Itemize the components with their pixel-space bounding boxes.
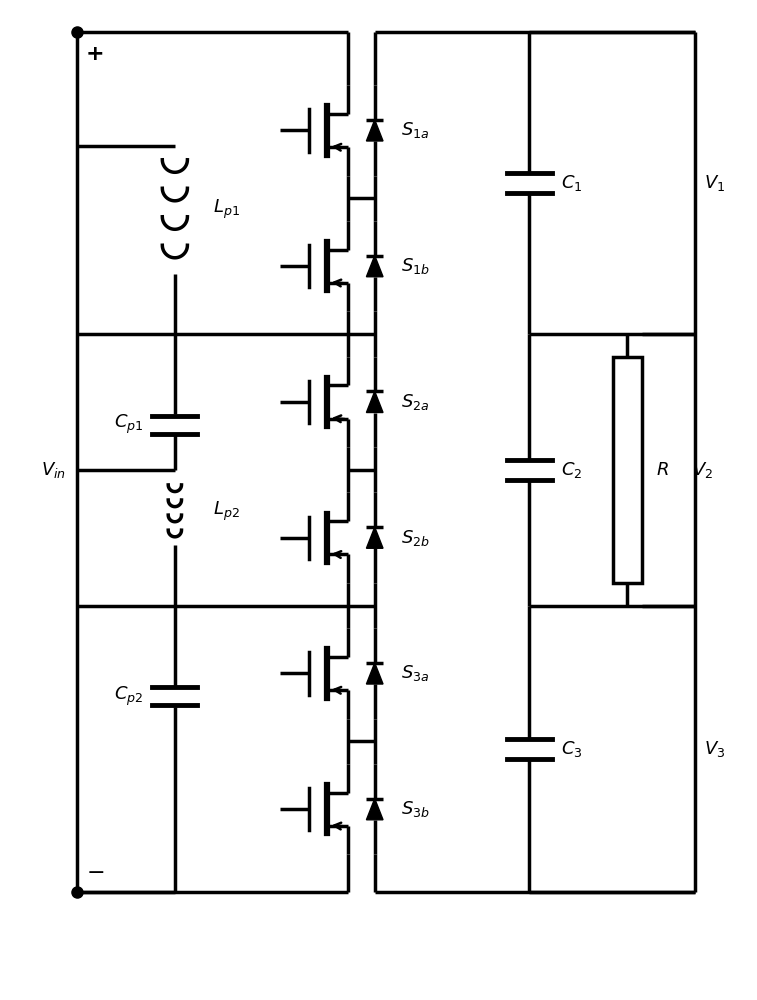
Polygon shape [366,799,383,820]
Text: $V_2$: $V_2$ [691,460,712,480]
Text: $S_{2a}$: $S_{2a}$ [401,392,429,412]
Text: $S_{3b}$: $S_{3b}$ [401,799,430,819]
Text: $L_{p2}$: $L_{p2}$ [213,500,239,523]
Text: $V_3$: $V_3$ [704,739,726,759]
Text: $C_{p1}$: $C_{p1}$ [114,413,143,436]
Polygon shape [366,527,383,548]
Text: $V_1$: $V_1$ [704,173,725,193]
Text: +: + [86,44,104,64]
Text: $C_1$: $C_1$ [561,173,582,193]
Polygon shape [366,256,383,277]
Text: $C_{p2}$: $C_{p2}$ [114,684,143,708]
Text: $R$: $R$ [656,461,669,479]
Polygon shape [366,120,383,141]
Text: $C_3$: $C_3$ [561,739,583,759]
Polygon shape [366,663,383,684]
Bar [613,357,642,583]
Text: $S_{2b}$: $S_{2b}$ [401,528,430,548]
Text: $S_{1b}$: $S_{1b}$ [401,256,430,276]
Text: $L_{p1}$: $L_{p1}$ [213,198,239,221]
Text: $V_{in}$: $V_{in}$ [41,460,66,480]
Text: $-$: $-$ [86,861,104,881]
Text: $C_2$: $C_2$ [561,460,582,480]
Text: $S_{1a}$: $S_{1a}$ [401,120,429,140]
Polygon shape [366,391,383,413]
Text: $S_{3a}$: $S_{3a}$ [401,663,429,683]
